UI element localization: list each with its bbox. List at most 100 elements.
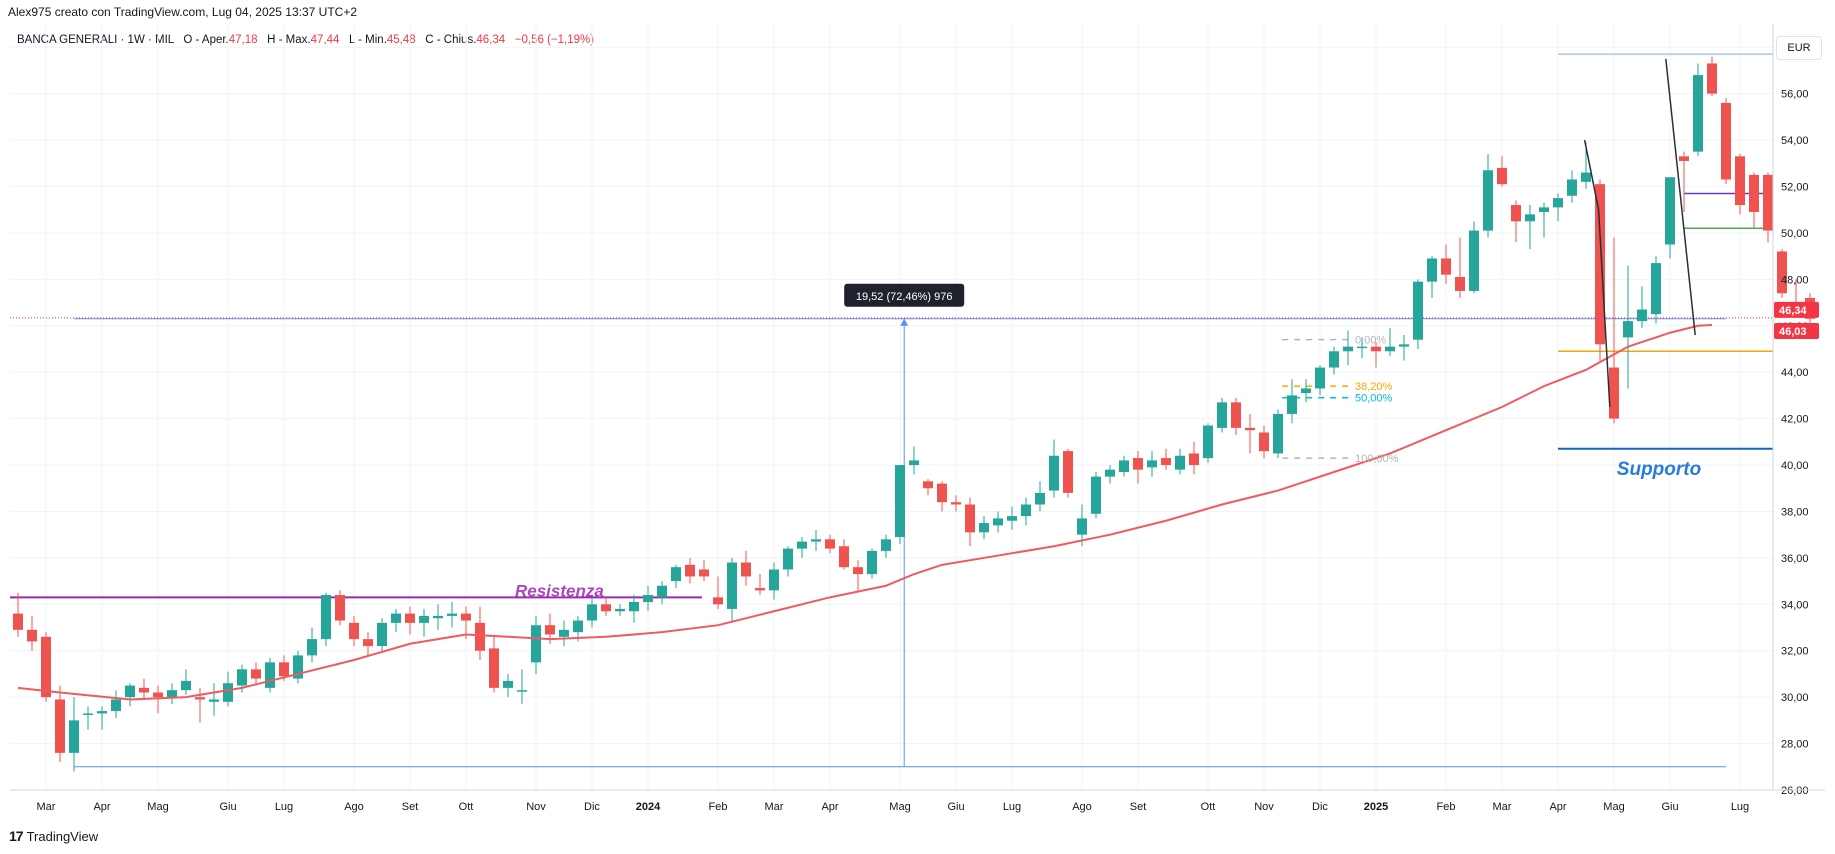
candle-body (391, 613, 401, 623)
candle-body (139, 687, 149, 693)
candle-body (1105, 469, 1115, 477)
fib-level-label: 38,20% (1355, 381, 1393, 393)
time-tick-label: Ago (1072, 801, 1092, 813)
candle-body (1161, 458, 1171, 466)
brand-name: TradingView (26, 828, 99, 844)
candle-body (559, 629, 569, 637)
price-tick-label: 50,00 (1781, 228, 1809, 240)
tradingview-brand[interactable]: 17 TradingView (9, 828, 98, 844)
trend-line (1597, 209, 1611, 408)
candle-body (923, 481, 933, 489)
candle-body (1049, 455, 1059, 491)
candle-body (1259, 432, 1269, 452)
candle-body (377, 622, 387, 647)
candle-body (685, 564, 695, 577)
time-tick-label: Feb (1437, 801, 1456, 813)
candle-body (699, 569, 709, 577)
time-tick-label: Ott (459, 801, 474, 813)
chart-caption: Alex975 creato con TradingView.com, Lug … (8, 5, 358, 19)
candle-body (27, 629, 37, 642)
currency-button[interactable]: EUR (1776, 36, 1822, 60)
candle-body (1595, 184, 1605, 345)
candle-body (433, 615, 443, 619)
price-label: 46,03 (1779, 326, 1807, 338)
candle-body (601, 604, 611, 612)
time-axis[interactable]: Mar Apr Mag Giu Lug Ago Set Ott Nov Dic 2024 Feb Mar… (10, 789, 1825, 813)
open-value: 47,18 (228, 34, 258, 46)
candle-body (461, 613, 471, 621)
candle-body (811, 539, 821, 542)
time-tick-label: Apr (1549, 801, 1566, 813)
price-tick-label: 52,00 (1781, 181, 1809, 193)
price-axis[interactable]: 58,0056,0054,0052,0050,0048,0046,0044,00… (1772, 24, 1819, 797)
candle-body (1567, 179, 1577, 196)
candle-body (629, 601, 639, 612)
annotations-under (10, 53, 1773, 768)
candle-body (503, 680, 513, 688)
candle-body (853, 567, 863, 575)
candle-body (1637, 309, 1647, 322)
low-value: 45,48 (386, 34, 416, 46)
candle-body (1203, 425, 1213, 459)
price-label-box (1774, 323, 1819, 340)
candle-body (1721, 102, 1731, 180)
time-tick-label: Dic (584, 801, 600, 813)
price-tick-label: 26,00 (1781, 785, 1809, 797)
candle-body (1497, 167, 1507, 185)
candle-body (1035, 492, 1045, 505)
measure-label-box (844, 283, 965, 307)
candle-body (1147, 460, 1157, 468)
price-tick-label: 38,00 (1781, 506, 1809, 518)
candles (13, 56, 1815, 772)
candle-body (1553, 198, 1563, 208)
candle-body (643, 595, 653, 602)
time-tick-label: 2024 (636, 801, 661, 813)
candle-body (937, 483, 947, 503)
candle-body (1371, 346, 1381, 352)
candle-body (1329, 351, 1339, 368)
candle-body (41, 636, 51, 698)
candle-body (1469, 230, 1479, 291)
candle-body (1693, 75, 1703, 152)
candle-body (1217, 402, 1227, 428)
candle-body (951, 502, 961, 505)
candle-body (797, 541, 807, 549)
candle-body (363, 639, 373, 647)
candle-body (209, 699, 219, 702)
candle-body (1763, 174, 1773, 231)
fib-level-label: 100,00% (1355, 453, 1399, 465)
candle-body (1273, 413, 1283, 454)
time-tick-label: 2025 (1364, 801, 1388, 813)
candle-body (1455, 277, 1465, 291)
candle-body (237, 669, 247, 686)
price-tick-label: 32,00 (1781, 646, 1809, 658)
time-tick-label: Lug (275, 801, 293, 813)
time-tick-label: Ago (344, 801, 364, 813)
price-tick-label: 36,00 (1781, 553, 1809, 565)
candle-body (1077, 518, 1087, 535)
candle-body (1441, 258, 1451, 275)
time-tick-label: Giu (219, 801, 236, 813)
candle-body (153, 692, 163, 698)
candle-body (545, 625, 555, 635)
candle-body (895, 465, 905, 537)
candle-body (993, 518, 1003, 526)
time-tick-label: Ott (1201, 801, 1216, 813)
candle-body (1609, 367, 1619, 419)
time-tick-label: Giu (947, 801, 964, 813)
time-tick-label: Apr (93, 801, 110, 813)
candle-body (1665, 177, 1675, 245)
time-tick-label: Lug (1731, 801, 1749, 813)
candle-body (769, 569, 779, 591)
candle-body (671, 567, 681, 582)
time-tick-label: Nov (1254, 801, 1274, 813)
symbol-name: BANCA GENERALI · 1W · MIL (17, 34, 174, 46)
candle-body (125, 685, 135, 698)
candle-body (293, 655, 303, 679)
high-value: 47,44 (310, 34, 340, 46)
candle-body (1735, 156, 1745, 206)
candle-body (1511, 205, 1521, 222)
candle-body (111, 699, 121, 712)
price-tick-label: 34,00 (1781, 599, 1809, 611)
